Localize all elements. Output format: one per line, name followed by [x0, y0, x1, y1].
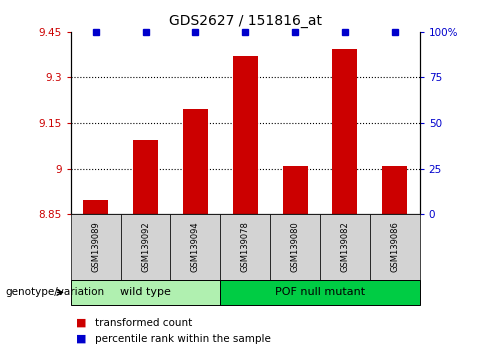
Text: percentile rank within the sample: percentile rank within the sample: [95, 334, 271, 344]
Bar: [382, 166, 407, 214]
Bar: [233, 56, 258, 214]
Text: GSM139080: GSM139080: [290, 222, 300, 272]
Text: GSM139082: GSM139082: [341, 222, 349, 272]
Text: GSM139094: GSM139094: [191, 222, 200, 272]
Bar: [332, 48, 357, 214]
Bar: [283, 166, 307, 214]
Text: GSM139086: GSM139086: [390, 222, 399, 272]
Text: ■: ■: [76, 334, 86, 344]
Bar: [183, 109, 208, 214]
Text: ■: ■: [76, 318, 86, 328]
Bar: [133, 140, 158, 214]
Title: GDS2627 / 151816_at: GDS2627 / 151816_at: [169, 14, 322, 28]
Text: GSM139092: GSM139092: [141, 222, 150, 272]
Text: GSM139078: GSM139078: [241, 222, 250, 272]
Text: wild type: wild type: [120, 287, 171, 297]
Text: genotype/variation: genotype/variation: [5, 287, 104, 297]
Text: transformed count: transformed count: [95, 318, 192, 328]
Bar: [83, 200, 108, 214]
Text: POF null mutant: POF null mutant: [275, 287, 365, 297]
Text: GSM139089: GSM139089: [91, 222, 100, 272]
